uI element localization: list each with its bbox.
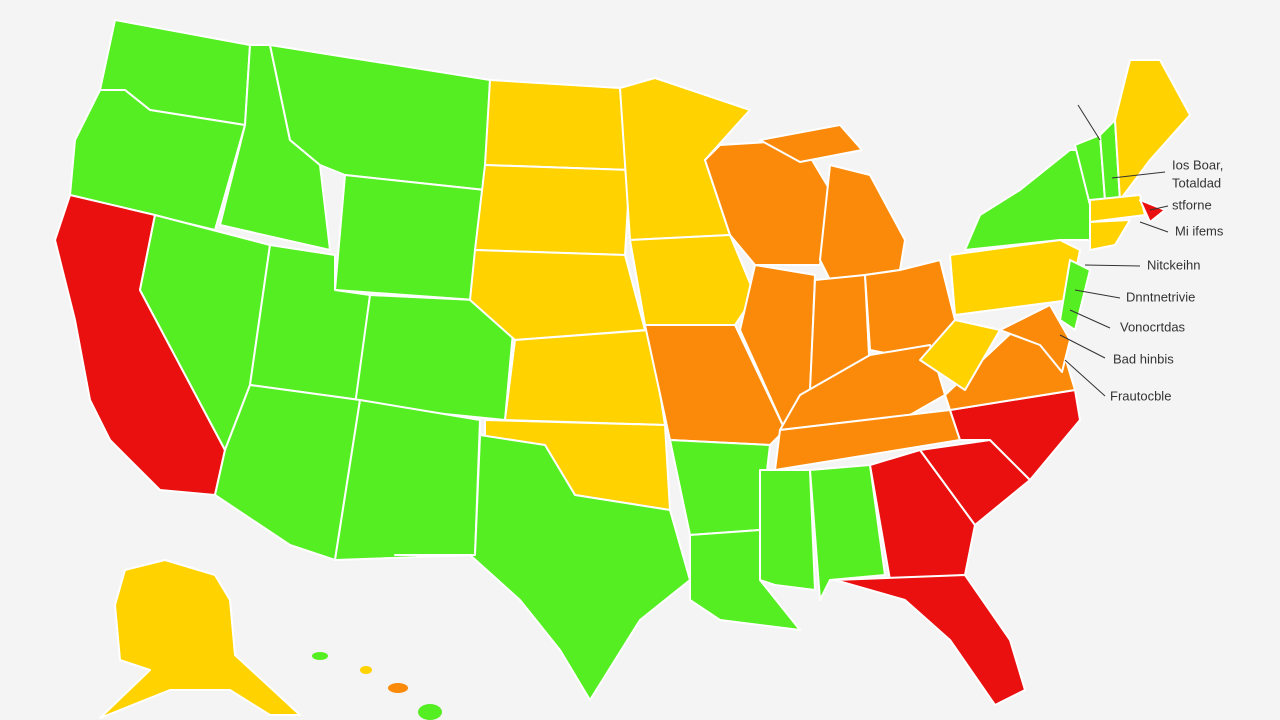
alaska <box>99 559 301 719</box>
leader-line <box>1059 334 1106 359</box>
map-label: Mi ifems <box>1175 223 1224 238</box>
state <box>629 234 756 326</box>
state <box>334 174 486 301</box>
island <box>360 666 372 674</box>
map-label: stforne <box>1172 197 1212 212</box>
state <box>1089 194 1146 223</box>
map-label: Frautocble <box>1110 388 1171 403</box>
state <box>809 464 886 601</box>
map-label: Dnntnetrivie <box>1126 289 1195 304</box>
state <box>759 469 816 591</box>
state <box>1059 259 1091 331</box>
state <box>644 324 786 446</box>
island <box>388 683 408 693</box>
map-label: Ios Boar, <box>1172 157 1223 172</box>
state <box>1089 219 1131 251</box>
state <box>484 79 631 171</box>
state <box>394 434 691 701</box>
state <box>334 399 481 561</box>
map-label: Vonocrtdas <box>1120 319 1186 334</box>
state <box>69 89 246 231</box>
state <box>1139 199 1166 223</box>
leader-line <box>1111 171 1166 179</box>
leader-line <box>1064 359 1106 397</box>
island <box>418 704 442 720</box>
states <box>54 19 1191 720</box>
callout-lines <box>1059 104 1169 397</box>
leader-line <box>1084 264 1141 267</box>
map-label: Bad hinbis <box>1113 351 1174 366</box>
leader-line <box>1149 205 1169 211</box>
labels: Ios Boar, Totaldad stforne Mi ifems Nitc… <box>1110 157 1224 403</box>
leader-line <box>1139 221 1169 233</box>
leader-line <box>1077 104 1101 141</box>
state <box>474 164 631 256</box>
state <box>759 124 863 163</box>
state <box>504 329 666 426</box>
state <box>834 574 1026 706</box>
map-label: Totaldad <box>1172 175 1221 190</box>
map-label: Nitckeihn <box>1147 257 1200 272</box>
island <box>312 652 328 660</box>
leader-line <box>1074 289 1121 299</box>
state <box>869 449 976 581</box>
state <box>999 304 1071 373</box>
leader-line <box>1069 309 1111 329</box>
state <box>354 294 516 421</box>
